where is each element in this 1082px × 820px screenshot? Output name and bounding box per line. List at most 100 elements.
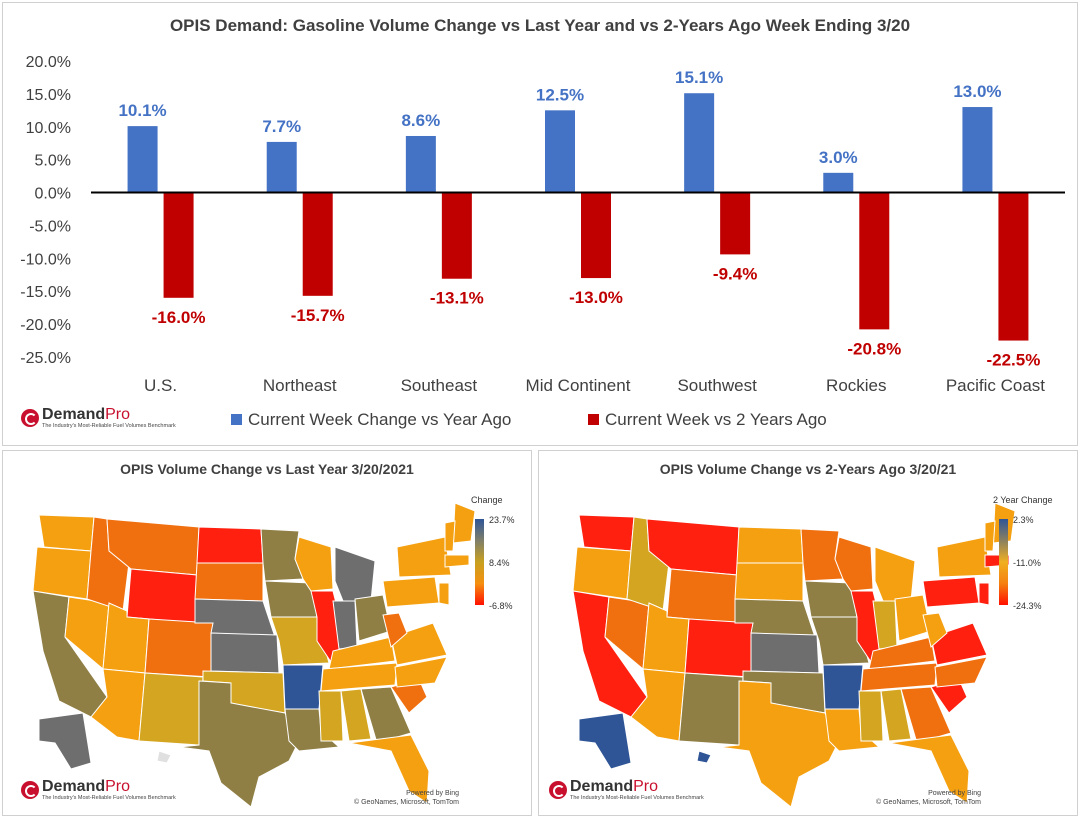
state-ny	[936, 536, 992, 578]
state-pa	[922, 576, 980, 608]
state-ny	[396, 536, 452, 578]
y-tick-label: -25.0%	[20, 350, 71, 367]
state-wy	[666, 568, 738, 624]
bar-year-ago	[405, 135, 436, 193]
data-label: -22.5%	[986, 351, 1040, 370]
logo-tagline: The Industry's Most-Reliable Fuel Volume…	[42, 795, 176, 801]
us-choropleth-map	[32, 502, 476, 808]
state-or	[32, 546, 92, 600]
state-ak	[38, 712, 92, 770]
data-label: 7.7%	[262, 117, 301, 136]
legend-title: Change	[471, 495, 503, 505]
attribution: © GeoNames, Microsoft, TomTom	[354, 799, 459, 807]
y-tick-label: 15.0%	[26, 87, 71, 104]
bar-chart: OPIS Demand: Gasoline Volume Change vs L…	[20, 16, 1065, 429]
demandpro-logo: DemandPro The Industry's Most-Reliable F…	[21, 779, 176, 802]
bar-two-years-ago	[302, 192, 333, 296]
data-label: -20.8%	[847, 339, 901, 358]
state-nm	[138, 672, 204, 746]
state-nd	[196, 526, 264, 564]
legend-title: 2 Year Change	[993, 495, 1053, 505]
bar-year-ago	[127, 126, 158, 193]
chart-title: OPIS Demand: Gasoline Volume Change vs L…	[170, 16, 910, 35]
state-hi	[696, 750, 712, 764]
bar-two-years-ago	[859, 192, 890, 330]
logo-name: Demand	[42, 778, 106, 795]
x-category-label: Rockies	[826, 376, 886, 395]
state-nd	[736, 526, 804, 564]
state-me	[452, 502, 476, 544]
bar-two-years-ago	[720, 192, 751, 255]
state-wv	[922, 612, 948, 648]
state-wa	[38, 514, 95, 552]
x-category-label: Northeast	[263, 376, 337, 395]
state-nm	[678, 672, 744, 746]
powered-by: Powered by Bing	[928, 790, 981, 797]
powered-by: Powered by Bing	[406, 790, 459, 797]
demandpro-logo: DemandPro The Industry's Most-Reliable F…	[549, 779, 704, 802]
state-tn	[860, 662, 938, 692]
map-panel-two-years-ago: OPIS Volume Change vs 2-Years Ago 3/20/2…	[538, 450, 1078, 816]
y-tick-label: -15.0%	[20, 284, 71, 301]
demandpro-logo: DemandPro The Industry's Most-Reliable F…	[21, 407, 176, 430]
demandpro-logo-icon	[549, 781, 567, 800]
bar-two-years-ago	[581, 192, 611, 279]
data-label: 13.0%	[953, 82, 1001, 101]
state-fl	[888, 734, 970, 804]
state-wy	[126, 568, 198, 624]
x-category-label: Southeast	[401, 376, 478, 395]
data-label: 10.1%	[118, 101, 166, 120]
state-ar	[282, 664, 324, 710]
y-tick-label: -5.0%	[29, 218, 71, 235]
state-or	[572, 546, 632, 600]
bar-two-years-ago	[441, 192, 472, 279]
demandpro-logo-icon	[21, 409, 39, 428]
legend-max: 23.7%	[489, 515, 515, 525]
bar-year-ago	[962, 107, 993, 193]
x-category-label: Pacific Coast	[946, 376, 1045, 395]
x-category-label: Southwest	[677, 376, 757, 395]
state-nc	[394, 656, 448, 688]
y-tick-label: -10.0%	[20, 251, 71, 268]
map-title: OPIS Volume Change vs 2-Years Ago 3/20/2…	[659, 461, 957, 477]
map-panel-year-ago: OPIS Volume Change vs Last Year 3/20/202…	[2, 450, 532, 816]
data-label: -9.4%	[713, 264, 757, 283]
bar-two-years-ago	[163, 192, 194, 298]
data-label: -13.1%	[430, 289, 484, 308]
y-tick-label: 5.0%	[35, 153, 71, 170]
state-ar	[822, 664, 864, 710]
data-label: -15.7%	[291, 306, 345, 325]
legend-swatch	[231, 414, 242, 425]
us-choropleth-map	[572, 502, 1016, 808]
state-al	[340, 688, 372, 742]
bar-year-ago	[545, 110, 575, 193]
state-co	[144, 618, 214, 678]
state-ks	[750, 632, 820, 674]
state-nj	[438, 582, 450, 606]
state-tx	[718, 680, 840, 808]
data-label: 15.1%	[675, 68, 723, 87]
legend-min: -6.8%	[489, 601, 513, 611]
logo-tagline: The Industry's Most-Reliable Fuel Volume…	[570, 795, 704, 801]
bar-chart-panel: OPIS Demand: Gasoline Volume Change vs L…	[2, 2, 1078, 446]
state-hi	[156, 750, 172, 764]
state-co	[684, 618, 754, 678]
y-tick-label: 10.0%	[26, 120, 71, 137]
state-mo	[270, 616, 330, 666]
legend-color-scale	[475, 519, 484, 605]
bar-two-years-ago	[998, 192, 1029, 341]
legend-color-scale	[999, 519, 1008, 605]
legend-max: 2.3%	[1013, 515, 1034, 525]
x-category-label: U.S.	[144, 376, 177, 395]
data-label: -16.0%	[152, 308, 206, 327]
legend-min: -24.3%	[1013, 601, 1042, 611]
state-wv	[382, 612, 408, 648]
bar-year-ago	[266, 141, 297, 193]
map-title: OPIS Volume Change vs Last Year 3/20/202…	[120, 461, 414, 477]
state-ky	[328, 636, 396, 670]
logo-name: Demand	[42, 406, 106, 423]
logo-suffix: Pro	[105, 406, 131, 423]
state-wa	[578, 514, 635, 552]
state-sd	[194, 562, 264, 602]
map-credit: Powered by Bing © GeoNames, Microsoft, T…	[354, 789, 459, 807]
